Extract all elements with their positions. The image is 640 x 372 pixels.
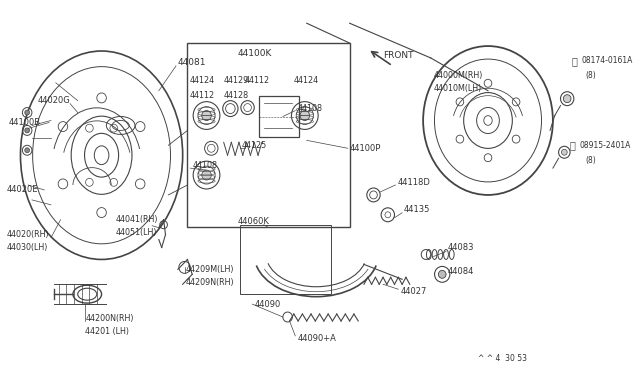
Text: (8): (8) (586, 71, 596, 80)
Text: 44201 (LH): 44201 (LH) (85, 327, 129, 336)
Text: 44020G: 44020G (38, 96, 70, 105)
Text: 44125: 44125 (242, 141, 267, 150)
Text: 44124: 44124 (189, 76, 214, 85)
Circle shape (202, 110, 211, 121)
Text: (8): (8) (586, 156, 596, 165)
Text: 44209N(RH): 44209N(RH) (186, 278, 234, 287)
Text: 44100K: 44100K (238, 48, 273, 58)
Text: 44112: 44112 (189, 91, 214, 100)
Text: Ⓥ: Ⓥ (569, 140, 575, 150)
Bar (259, 96, 299, 137)
Text: 44010M(LH): 44010M(LH) (434, 84, 482, 93)
Text: 44100P: 44100P (349, 144, 381, 153)
Text: 44100B: 44100B (9, 118, 41, 127)
Text: 44118D: 44118D (397, 177, 430, 186)
Circle shape (561, 149, 567, 155)
Text: 44090+A: 44090+A (297, 334, 336, 343)
Text: 44124: 44124 (293, 76, 319, 85)
Text: 44129: 44129 (224, 76, 249, 85)
Text: 44108: 44108 (192, 161, 217, 170)
Text: 44027: 44027 (400, 287, 427, 296)
Circle shape (438, 270, 446, 278)
Text: 44084: 44084 (448, 267, 474, 276)
Text: FRONT: FRONT (383, 51, 413, 61)
Circle shape (25, 128, 29, 133)
Text: 44135: 44135 (404, 205, 431, 214)
Text: 44030(LH): 44030(LH) (6, 243, 47, 252)
Text: 44083: 44083 (448, 243, 474, 252)
Text: Ⓑ: Ⓑ (572, 56, 578, 66)
Circle shape (25, 148, 29, 153)
Circle shape (25, 110, 29, 115)
Text: 44020(RH): 44020(RH) (6, 230, 49, 239)
Text: 44200N(RH): 44200N(RH) (85, 314, 134, 324)
Text: 44209M(LH): 44209M(LH) (186, 265, 234, 274)
Bar (188, 43, 349, 227)
Text: 44020E: 44020E (6, 186, 38, 195)
Text: 44108: 44108 (297, 104, 322, 113)
Text: 44060K: 44060K (238, 217, 270, 226)
Text: 44128: 44128 (224, 91, 249, 100)
Circle shape (202, 170, 211, 180)
Bar (240, 225, 331, 294)
Text: 08174-0161A: 08174-0161A (582, 57, 633, 65)
Text: 44081: 44081 (178, 58, 207, 67)
Text: 44051(LH): 44051(LH) (116, 228, 157, 237)
Text: 44000M(RH): 44000M(RH) (434, 71, 483, 80)
Circle shape (300, 110, 310, 121)
Text: 44112: 44112 (244, 76, 270, 85)
Text: 44090: 44090 (254, 299, 280, 309)
Text: ^ ^ 4  30 53: ^ ^ 4 30 53 (479, 354, 527, 363)
Text: 08915-2401A: 08915-2401A (580, 141, 631, 150)
Circle shape (563, 95, 571, 103)
Text: 44041(RH): 44041(RH) (116, 215, 158, 224)
